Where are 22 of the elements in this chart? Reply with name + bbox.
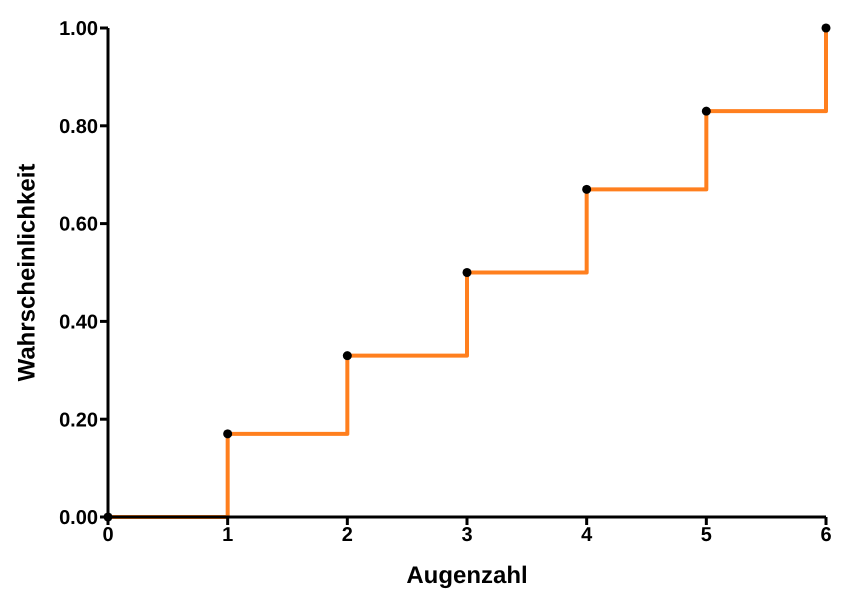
point: [821, 23, 831, 33]
point: [223, 429, 232, 438]
x-tick-label: 3: [461, 524, 473, 546]
point: [103, 512, 113, 522]
point: [462, 268, 472, 278]
y-axis-title: Wahrscheinlichkeit: [14, 164, 41, 382]
x-tick-label: 6: [820, 524, 832, 546]
x-tick-label: 2: [342, 524, 353, 546]
x-tick-label: 4: [581, 524, 594, 546]
x-axis-title: Augenzahl: [406, 562, 528, 589]
y-tick-label: 0.80: [59, 116, 98, 138]
y-tick-label: 1.00: [59, 18, 98, 40]
point: [342, 351, 352, 360]
point: [582, 184, 592, 194]
y-tick-label: 0.20: [59, 409, 98, 432]
point: [702, 106, 711, 116]
y-tick-label: 0.00: [59, 507, 98, 530]
y-tick-label: 0.60: [59, 214, 98, 236]
y-tick-label: 0.40: [59, 312, 98, 334]
x-tick-label: 5: [700, 524, 712, 546]
x-tick-label: 1: [222, 524, 234, 546]
x-tick-label: 0: [102, 524, 114, 546]
